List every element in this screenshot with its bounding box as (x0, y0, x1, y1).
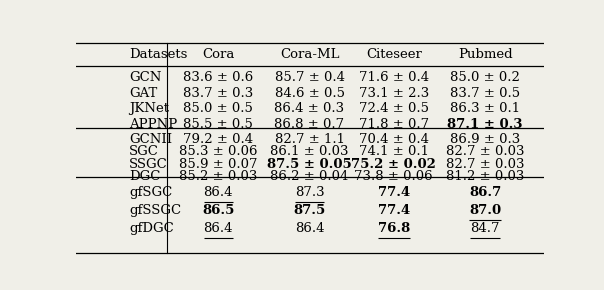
Text: 85.5 ± 0.5: 85.5 ± 0.5 (184, 118, 253, 130)
Text: GCN: GCN (129, 71, 162, 84)
Text: 85.0 ± 0.5: 85.0 ± 0.5 (184, 102, 253, 115)
Text: GAT: GAT (129, 87, 158, 99)
Text: 87.3: 87.3 (295, 186, 324, 199)
Text: JKNet: JKNet (129, 102, 169, 115)
Text: Cora: Cora (202, 48, 234, 61)
Text: 87.5: 87.5 (294, 204, 326, 217)
Text: 85.0 ± 0.2: 85.0 ± 0.2 (450, 71, 520, 84)
Text: 86.3 ± 0.1: 86.3 ± 0.1 (450, 102, 520, 115)
Text: DGC: DGC (129, 170, 161, 183)
Text: 73.1 ± 2.3: 73.1 ± 2.3 (359, 87, 429, 99)
Text: 85.2 ± 0.03: 85.2 ± 0.03 (179, 170, 257, 183)
Text: 86.4 ± 0.3: 86.4 ± 0.3 (274, 102, 345, 115)
Text: 86.4: 86.4 (204, 222, 233, 235)
Text: 87.0: 87.0 (469, 204, 501, 217)
Text: 83.6 ± 0.6: 83.6 ± 0.6 (183, 71, 254, 84)
Text: 79.2 ± 0.4: 79.2 ± 0.4 (183, 133, 253, 146)
Text: 86.8 ± 0.7: 86.8 ± 0.7 (274, 118, 345, 130)
Text: 70.4 ± 0.4: 70.4 ± 0.4 (359, 133, 429, 146)
Text: 86.7: 86.7 (469, 186, 501, 199)
Text: 74.1 ± 0.1: 74.1 ± 0.1 (359, 145, 429, 158)
Text: 86.1 ± 0.03: 86.1 ± 0.03 (271, 145, 349, 158)
Text: 83.7 ± 0.5: 83.7 ± 0.5 (450, 87, 520, 99)
Text: 77.4: 77.4 (378, 204, 410, 217)
Text: 83.7 ± 0.3: 83.7 ± 0.3 (183, 87, 254, 99)
Text: Cora-ML: Cora-ML (280, 48, 339, 61)
Text: 86.4: 86.4 (204, 186, 233, 199)
Text: 82.7 ± 0.03: 82.7 ± 0.03 (446, 145, 524, 158)
Text: 86.4: 86.4 (295, 222, 324, 235)
Text: Citeseer: Citeseer (366, 48, 422, 61)
Text: 71.8 ± 0.7: 71.8 ± 0.7 (359, 118, 429, 130)
Text: 85.7 ± 0.4: 85.7 ± 0.4 (275, 71, 344, 84)
Text: SGC: SGC (129, 145, 159, 158)
Text: 82.7 ± 0.03: 82.7 ± 0.03 (446, 157, 524, 171)
Text: APPNP: APPNP (129, 118, 178, 130)
Text: 77.4: 77.4 (378, 186, 410, 199)
Text: 71.6 ± 0.4: 71.6 ± 0.4 (359, 71, 429, 84)
Text: 81.2 ± 0.03: 81.2 ± 0.03 (446, 170, 524, 183)
Text: Datasets: Datasets (129, 48, 188, 61)
Text: GCNII: GCNII (129, 133, 173, 146)
Text: 72.4 ± 0.5: 72.4 ± 0.5 (359, 102, 429, 115)
Text: gfSGC: gfSGC (129, 186, 173, 199)
Text: 85.9 ± 0.07: 85.9 ± 0.07 (179, 157, 257, 171)
Text: 84.7: 84.7 (471, 222, 500, 235)
Text: 76.8: 76.8 (378, 222, 410, 235)
Text: 82.7 ± 1.1: 82.7 ± 1.1 (275, 133, 344, 146)
Text: SSGC: SSGC (129, 157, 168, 171)
Text: 86.5: 86.5 (202, 204, 234, 217)
Text: 86.9 ± 0.3: 86.9 ± 0.3 (450, 133, 520, 146)
Text: 75.2 ± 0.02: 75.2 ± 0.02 (352, 157, 436, 171)
Text: gfSSGC: gfSSGC (129, 204, 181, 217)
Text: 86.2 ± 0.04: 86.2 ± 0.04 (271, 170, 349, 183)
Text: gfDGC: gfDGC (129, 222, 174, 235)
Text: 87.5 ± 0.05: 87.5 ± 0.05 (267, 157, 352, 171)
Text: Pubmed: Pubmed (458, 48, 512, 61)
Text: 87.1 ± 0.3: 87.1 ± 0.3 (448, 118, 523, 130)
Text: 85.3 ± 0.06: 85.3 ± 0.06 (179, 145, 257, 158)
Text: 73.8 ± 0.06: 73.8 ± 0.06 (355, 170, 433, 183)
Text: 84.6 ± 0.5: 84.6 ± 0.5 (275, 87, 344, 99)
